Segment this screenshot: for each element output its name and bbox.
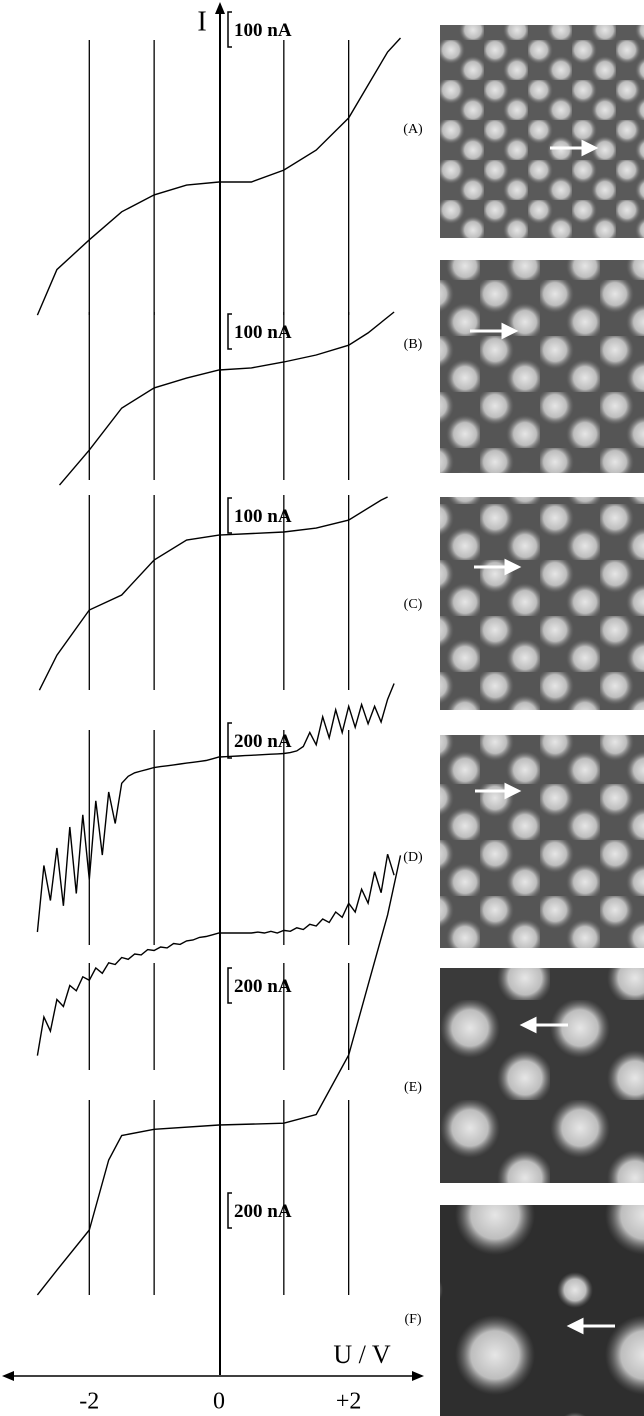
stm-image	[440, 735, 644, 948]
stm-image	[440, 25, 644, 238]
scale-bar	[227, 967, 232, 1004]
arrow-head	[566, 1317, 584, 1335]
stm-image	[440, 1205, 644, 1416]
stm-image	[440, 968, 644, 1183]
y-axis-label: I	[197, 6, 206, 37]
scale-bar-label: 200 nA	[234, 1201, 292, 1222]
arrow-head	[504, 558, 522, 576]
scale-bar	[227, 313, 232, 350]
panel-label: (F)	[404, 1312, 421, 1327]
scale-bar-label: 200 nA	[234, 731, 292, 752]
iv-curve	[36, 853, 395, 1056]
x-tick-label: -2	[79, 1389, 99, 1415]
panel-label: (C)	[404, 597, 423, 612]
scale-bar-label: 200 nA	[234, 976, 292, 997]
y-axis-arrow	[215, 2, 225, 14]
panel-label: (A)	[403, 122, 423, 137]
scale-bar	[227, 722, 232, 759]
arrow-head	[581, 139, 599, 157]
stm-image	[440, 260, 644, 473]
iv-curve	[38, 496, 388, 691]
scale-bar	[227, 1192, 232, 1229]
arrow-head	[501, 322, 519, 340]
panel-label: (B)	[404, 337, 423, 352]
x-tick-label: 0	[213, 1389, 225, 1415]
stm-image	[440, 497, 644, 710]
iv-curve	[36, 855, 402, 1296]
x-tick-label: +2	[336, 1389, 362, 1415]
scale-bar	[227, 497, 232, 534]
iv-curve	[36, 683, 395, 933]
scale-bar	[227, 11, 232, 48]
x-axis-label: U / V	[333, 1340, 391, 1369]
panel-label: (E)	[404, 1080, 422, 1095]
stm-images	[440, 25, 644, 1416]
scale-bar-label: 100 nA	[234, 20, 292, 41]
arrows	[470, 139, 615, 1335]
scale-bar-label: 100 nA	[234, 322, 292, 343]
scale-bar-label: 100 nA	[234, 506, 292, 527]
arrow-head	[519, 1016, 537, 1034]
iv-curve	[36, 37, 402, 316]
panel-label: (D)	[403, 850, 423, 865]
iv-curve	[58, 311, 395, 486]
arrow-head	[504, 782, 522, 800]
